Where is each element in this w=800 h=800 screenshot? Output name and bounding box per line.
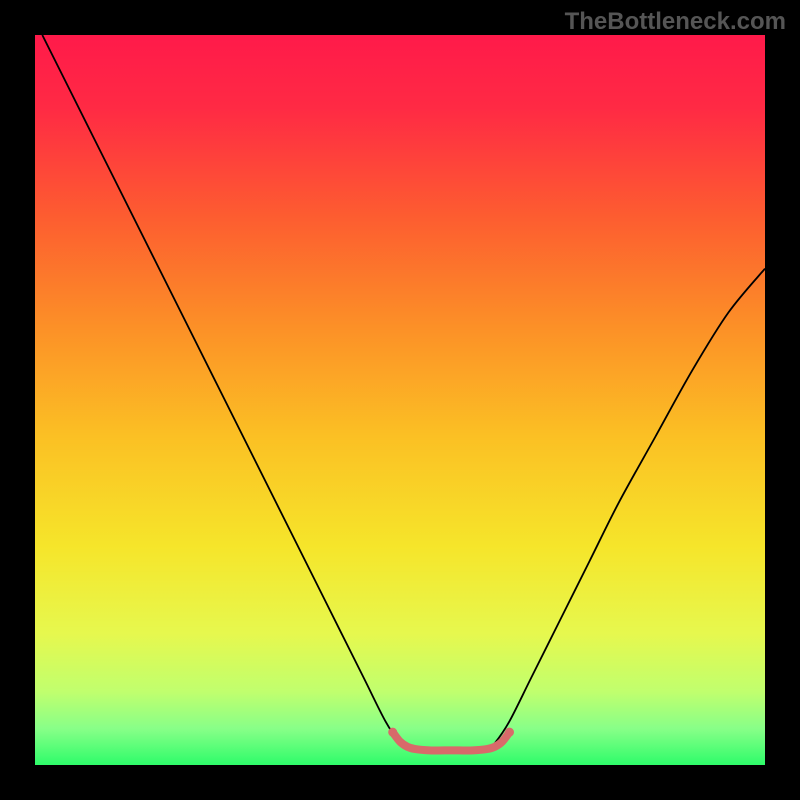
- plot-background: [35, 35, 765, 765]
- valley-marker-dot: [505, 728, 514, 737]
- plot-svg: [35, 35, 765, 765]
- plot-area: [35, 35, 765, 765]
- chart-root: TheBottleneck.com: [0, 0, 800, 800]
- attribution-text: TheBottleneck.com: [565, 8, 786, 36]
- valley-marker-dot: [388, 728, 397, 737]
